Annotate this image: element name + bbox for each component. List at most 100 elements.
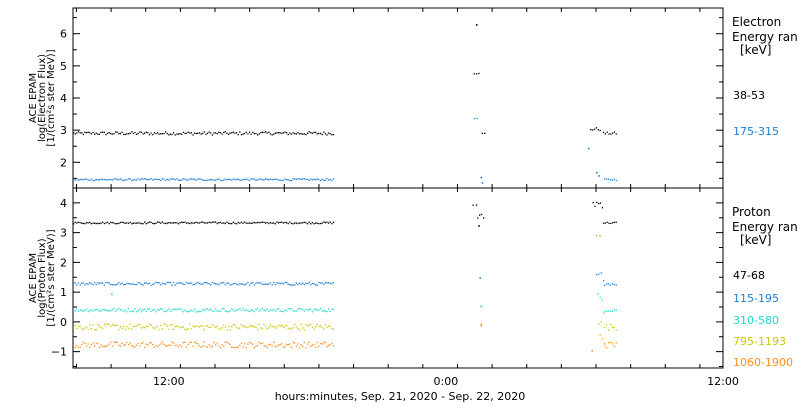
data-point bbox=[611, 310, 614, 313]
data-point bbox=[87, 283, 89, 285]
data-point bbox=[203, 341, 205, 343]
data-point bbox=[187, 282, 189, 285]
data-point bbox=[192, 178, 194, 180]
data-point bbox=[266, 221, 268, 224]
data-point bbox=[331, 308, 333, 310]
data-point bbox=[289, 343, 291, 345]
data-point bbox=[139, 222, 141, 224]
data-point bbox=[331, 283, 333, 285]
data-point bbox=[315, 222, 317, 224]
data-point bbox=[315, 284, 317, 286]
data-point bbox=[124, 133, 126, 136]
data-point bbox=[100, 131, 102, 134]
data-point bbox=[158, 178, 160, 181]
data-point bbox=[224, 222, 226, 225]
data-point bbox=[284, 281, 286, 284]
data-point bbox=[313, 131, 315, 133]
data-point bbox=[197, 343, 199, 345]
data-point bbox=[248, 179, 251, 182]
data-point bbox=[224, 326, 226, 328]
data-point bbox=[316, 341, 318, 343]
data-point bbox=[232, 323, 234, 326]
data-point bbox=[609, 179, 612, 181]
data-point bbox=[132, 222, 134, 224]
data-point bbox=[185, 222, 188, 224]
data-point bbox=[292, 132, 294, 134]
data-point bbox=[119, 132, 122, 135]
data-point bbox=[200, 325, 202, 327]
data-point bbox=[331, 327, 333, 330]
data-point bbox=[313, 328, 315, 330]
data-point bbox=[260, 343, 262, 345]
data-point bbox=[103, 345, 105, 348]
data-point bbox=[319, 307, 322, 310]
legend-proton-795-1193: 795-1193 bbox=[733, 335, 786, 348]
data-point bbox=[118, 222, 120, 225]
data-point bbox=[260, 178, 262, 180]
data-point bbox=[116, 324, 118, 326]
data-point bbox=[261, 342, 264, 344]
data-point bbox=[227, 342, 230, 344]
data-point bbox=[187, 328, 189, 330]
data-point bbox=[118, 307, 120, 310]
data-point bbox=[226, 221, 228, 223]
data-point bbox=[205, 179, 207, 182]
data-point bbox=[173, 342, 175, 344]
data-point bbox=[294, 132, 296, 135]
data-point bbox=[302, 282, 304, 284]
data-point bbox=[273, 325, 275, 328]
data-point bbox=[200, 178, 202, 180]
data-point bbox=[139, 345, 141, 347]
data-point bbox=[87, 328, 89, 331]
data-point bbox=[176, 133, 178, 135]
data-point bbox=[215, 344, 217, 346]
data-point bbox=[303, 341, 305, 344]
data-point bbox=[231, 308, 233, 310]
data-point bbox=[290, 222, 293, 225]
data-point bbox=[198, 326, 201, 328]
data-point bbox=[245, 178, 247, 180]
data-point bbox=[268, 222, 270, 225]
data-point bbox=[155, 311, 157, 313]
data-point bbox=[261, 221, 264, 223]
data-point bbox=[115, 324, 117, 326]
data-point bbox=[224, 341, 226, 343]
data-point bbox=[158, 133, 160, 135]
data-point bbox=[227, 178, 230, 180]
data-point bbox=[252, 282, 254, 284]
data-point bbox=[286, 282, 288, 284]
data-point bbox=[211, 281, 214, 284]
data-point bbox=[82, 133, 84, 136]
data-point bbox=[169, 178, 172, 180]
data-point bbox=[195, 282, 197, 284]
data-point bbox=[324, 324, 326, 326]
data-point bbox=[287, 327, 289, 330]
data-point bbox=[82, 310, 84, 312]
data-point bbox=[194, 222, 196, 224]
data-point bbox=[121, 221, 123, 223]
data-point bbox=[169, 222, 172, 224]
data-point bbox=[604, 284, 606, 286]
data-point bbox=[255, 282, 257, 285]
data-point bbox=[316, 222, 318, 224]
data-point bbox=[85, 132, 88, 134]
data-point bbox=[139, 131, 141, 133]
data-point bbox=[131, 328, 133, 330]
data-point bbox=[253, 133, 255, 135]
data-point bbox=[168, 308, 170, 310]
data-point bbox=[94, 179, 96, 181]
data-point bbox=[236, 178, 238, 180]
data-point bbox=[295, 222, 297, 224]
data-point bbox=[131, 310, 133, 312]
data-point bbox=[271, 345, 273, 347]
data-point bbox=[208, 344, 210, 346]
data-point bbox=[327, 344, 330, 346]
data-point bbox=[84, 309, 86, 312]
data-point bbox=[211, 179, 214, 181]
data-point bbox=[156, 178, 159, 181]
data-point bbox=[155, 344, 157, 347]
legend-electron-175-315: 175-315 bbox=[733, 125, 779, 138]
data-point bbox=[266, 328, 268, 330]
data-point bbox=[604, 178, 606, 180]
data-point bbox=[295, 178, 297, 181]
